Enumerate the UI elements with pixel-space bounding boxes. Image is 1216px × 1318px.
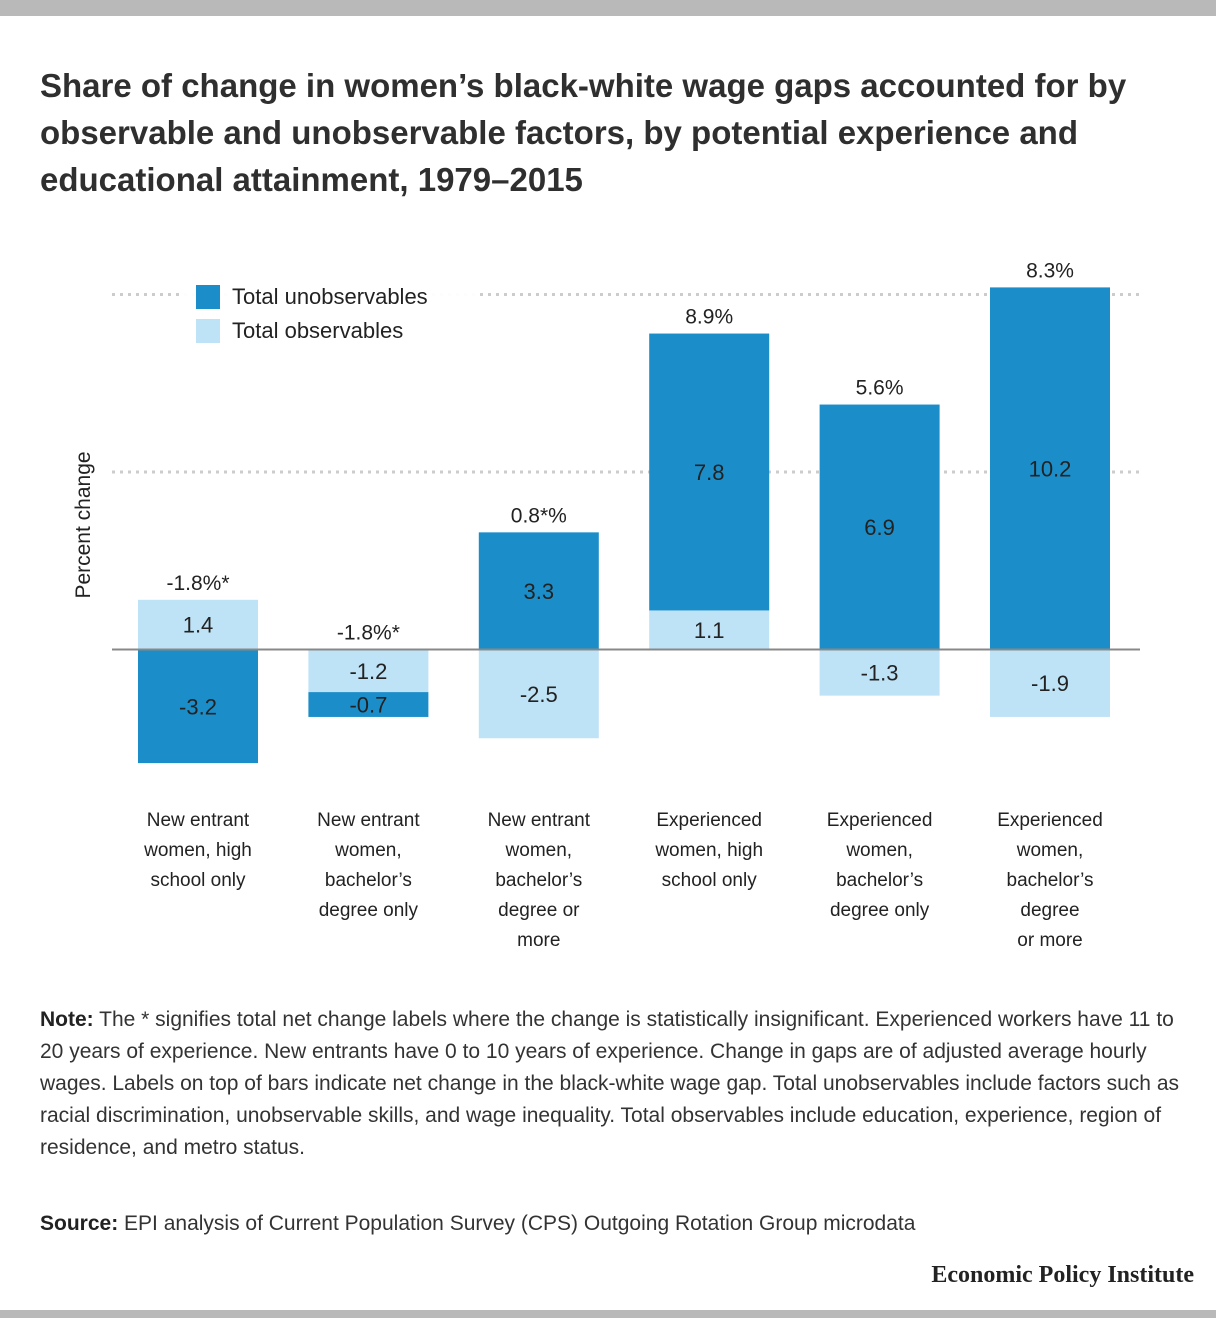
source-text: EPI analysis of Current Population Surve… [118, 1212, 916, 1235]
x-category-line: bachelor’s [495, 870, 583, 891]
bar-observables-4 [819, 649, 940, 696]
note-label: Note: [40, 1008, 94, 1031]
bottom-border [0, 1310, 1216, 1318]
bar-label-observables-0: 1.4 [183, 613, 214, 638]
bar-unobservables-4 [819, 404, 940, 650]
legend: Total unobservables Total observables [180, 272, 478, 356]
x-category-label-2: New entrant women, bachelor’s degree or more [464, 806, 614, 956]
source-label: Source: [40, 1212, 119, 1235]
bar-label-unobservables-0: -3.2 [179, 694, 217, 719]
bar-label-observables-3: 1.1 [694, 618, 725, 643]
x-category-line: Experienced [826, 810, 933, 831]
bar-unobservables-0 [138, 649, 258, 764]
net-change-label-5: 8.3% [1026, 259, 1074, 282]
top-border [0, 0, 1216, 16]
x-category-line: New entrant [146, 810, 250, 831]
net-change-label-4: 5.6% [856, 377, 904, 400]
legend-label-unobservables: Total unobservables [232, 284, 428, 309]
bar-observables-0 [138, 599, 258, 650]
x-category-line: more [517, 930, 561, 951]
bar-label-observables-1: -1.2 [349, 659, 387, 684]
legend-label-observables: Total observables [232, 318, 404, 343]
net-change-label-1: -1.8%* [337, 622, 400, 645]
x-category-line: women, high [655, 840, 764, 861]
legend-item-observables: Total observables [196, 316, 403, 346]
bar-observables-1 [308, 649, 429, 693]
bar-chart: 1.4 -3.2 -1.8%* -1.2 -0.7 -1.8%* -2.5 3.3 0.8*% 1… [112, 259, 1140, 764]
legend-item-unobservables: Total unobservables [196, 282, 428, 312]
x-category-line: bachelor’s [324, 870, 412, 891]
bar-label-observables-4: -1.3 [861, 661, 899, 686]
x-category-line: bachelor’s [836, 870, 924, 891]
chart-source: Source: EPI analysis of Current Populati… [40, 1208, 1180, 1240]
bar-label-unobservables-4: 6.9 [864, 515, 895, 540]
bar-label-unobservables-2: 3.3 [524, 579, 555, 604]
bar-unobservables-1 [308, 692, 429, 717]
bar-unobservables-3 [649, 333, 770, 611]
x-category-line: degree [1020, 900, 1080, 921]
x-category-line: bachelor’s [1006, 870, 1094, 891]
bar-label-unobservables-1: -0.7 [349, 693, 387, 718]
x-category-line: Experienced [997, 810, 1103, 831]
publisher-logo: Economic Policy Institute [931, 1262, 1194, 1288]
x-category-line: Experienced [656, 810, 762, 831]
x-category-line: or more [1017, 930, 1083, 951]
x-category-label-1: New entrant women, bachelor’s degree only [293, 806, 443, 926]
x-category-line: women, [846, 840, 913, 861]
x-category-line: New entrant [487, 810, 591, 831]
bar-observables-2 [478, 649, 599, 739]
chart-title: Share of change in women’s black-white w… [40, 67, 1127, 198]
x-category-label-4: Experienced women, bachelor’s degree only [805, 806, 955, 926]
bar-observables-5 [990, 649, 1110, 717]
x-category-line: school only [661, 870, 757, 891]
bar-label-observables-2: -2.5 [520, 682, 558, 707]
net-change-label-3: 8.9% [685, 306, 733, 329]
x-category-line: New entrant [317, 810, 420, 831]
chart-note: Note: The * signifies total net change l… [40, 1004, 1180, 1164]
bar-observables-3 [649, 610, 770, 650]
x-category-label-3: Experienced women, high school only [634, 806, 784, 896]
x-category-label-0: New entrant women, high school only [123, 806, 273, 896]
x-category-line: school only [150, 870, 246, 891]
bar-unobservables-2 [478, 532, 599, 650]
x-category-line: degree only [318, 900, 419, 921]
net-change-label-0: -1.8%* [166, 572, 229, 595]
x-category-line: women, [335, 840, 402, 861]
bar-label-unobservables-5: 10.2 [1029, 456, 1072, 481]
net-change-label-2: 0.8*% [511, 504, 567, 527]
bar-unobservables-5 [990, 287, 1110, 650]
x-category-line: women, [1016, 840, 1084, 861]
x-category-line: degree only [829, 900, 930, 921]
bar-label-observables-5: -1.9 [1031, 671, 1069, 696]
x-category-line: women, high [144, 840, 252, 861]
x-category-line: women, [505, 840, 573, 861]
legend-swatch-unobservables [196, 285, 220, 309]
note-text: The * signifies total net change labels … [40, 1008, 1179, 1159]
bar-label-unobservables-3: 7.8 [694, 460, 725, 485]
x-axis-categories: New entrant women, high school only New ent… [0, 806, 1216, 956]
x-category-line: degree or [498, 900, 580, 921]
legend-swatch-observables [196, 319, 220, 343]
x-category-label-5: Experienced women, bachelor’s degree or more [975, 806, 1125, 956]
